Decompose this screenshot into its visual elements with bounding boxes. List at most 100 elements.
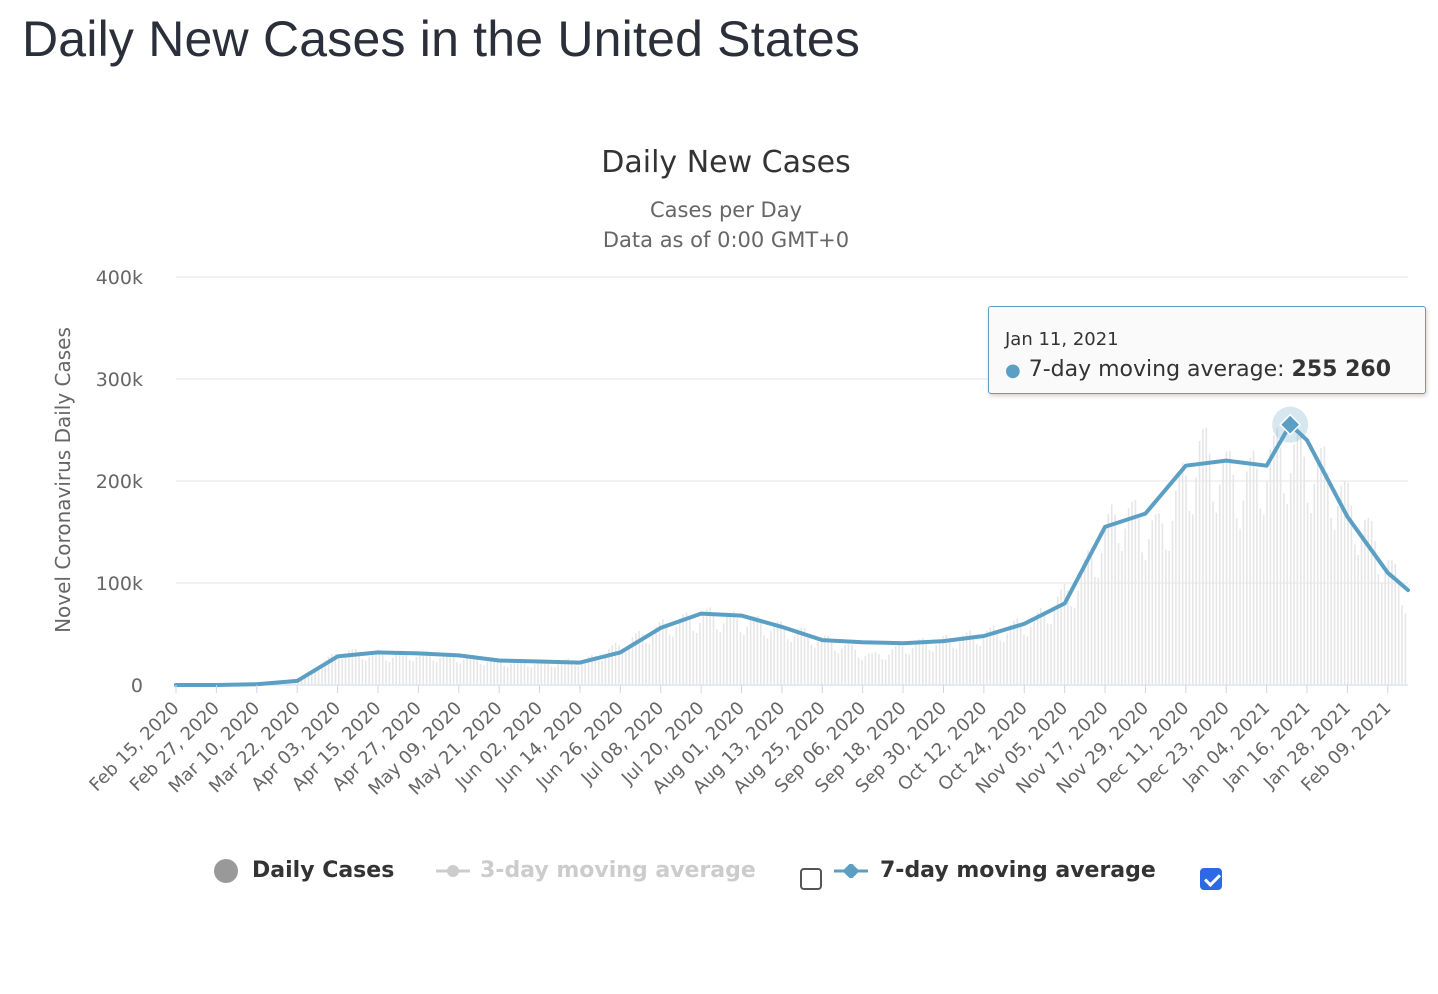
daily-case-bar [307,671,310,685]
daily-case-bar [523,661,526,685]
daily-case-bar [743,634,745,685]
daily-case-bar [716,629,718,685]
daily-case-bar [1164,549,1167,685]
daily-case-bar [533,664,536,685]
daily-case-bar [354,648,357,685]
daily-case-bar [412,661,414,685]
daily-case-bar [1195,477,1197,685]
daily-case-bar [1083,559,1086,685]
daily-case-bar [962,635,965,685]
daily-case-bar [624,652,627,685]
y-tick-label: 400k [96,267,143,289]
daily-case-bar [1168,550,1170,685]
daily-case-bar [810,644,813,685]
daily-case-bar [1002,641,1005,685]
daily-case-bar [874,652,877,685]
daily-case-bar [1350,505,1353,685]
daily-case-bar [1019,623,1022,685]
daily-case-bar [493,658,495,685]
daily-case-bar [783,627,786,685]
tooltip-date: Jan 11, 2021 [1005,329,1119,350]
daily-case-bar [662,619,664,685]
daily-case-bar [422,651,424,685]
daily-case-bar [1360,535,1363,685]
daily-case-bar [1029,626,1032,685]
legend-item-daily-cases[interactable]: Daily Cases [214,858,394,883]
daily-case-bar [1397,580,1400,685]
daily-case-bar [473,655,475,685]
daily-case-bar [1148,539,1150,685]
daily-case-bar [840,648,843,685]
daily-case-bar [1303,456,1305,685]
daily-case-bar [1154,514,1157,685]
daily-case-bar [1171,520,1174,685]
daily-case-bar [719,632,722,685]
daily-case-bar [1131,501,1133,685]
daily-case-bar [628,644,630,685]
daily-case-bar [675,627,678,685]
daily-case-bar [996,630,998,685]
daily-case-bar [547,661,549,685]
daily-case-bar [601,660,603,685]
daily-case-bar [807,633,809,685]
daily-case-bar [358,652,360,685]
daily-case-bar [766,638,769,685]
daily-case-bar [1215,512,1218,685]
daily-case-bar [1090,556,1093,685]
daily-case-bar [435,661,438,685]
daily-case-bar [837,653,840,685]
daily-case-bar [338,658,340,685]
daily-case-bar [1310,513,1312,685]
daily-case-bar [851,644,853,685]
daily-case-bar [1158,513,1160,685]
daily-case-bar [462,659,465,685]
daily-case-bar [361,659,364,685]
daily-case-bar [415,656,418,685]
daily-case-bar [901,646,904,685]
daily-case-bar [641,634,644,685]
y-axis-label: Novel Coronavirus Daily Cases [51,327,75,633]
daily-case-bar [803,627,806,685]
daily-case-bar [614,642,617,685]
tooltip-series-label: 7-day moving average: [1028,357,1292,382]
daily-case-bar [486,661,489,685]
7day-average-checkbox[interactable] [1200,868,1222,890]
daily-case-bar [884,659,887,685]
daily-case-bar [1100,552,1103,685]
daily-case-bar [631,637,634,685]
legend-item-3day-average[interactable]: 3-day moving average [436,858,756,883]
daily-case-bar [722,623,725,685]
daily-case-bar [739,631,742,685]
daily-case-bar [368,656,370,685]
daily-case-bar [678,618,681,685]
legend-item-7day-average[interactable]: 7-day moving average [834,858,1156,883]
daily-case-bar [1252,450,1255,685]
daily-case-bar [392,657,394,685]
daily-case-bar [618,645,620,685]
daily-case-bar [1104,528,1106,685]
daily-case-bar [500,660,502,685]
daily-case-bar [689,618,691,685]
daily-case-bar [969,630,971,685]
daily-case-bar [564,659,566,685]
daily-case-bar [554,667,556,685]
daily-case-bar [871,653,873,685]
daily-case-bar [682,614,684,685]
tooltip-bullet-icon: ● [1005,360,1021,381]
daily-case-bar [776,621,779,685]
daily-case-bar [1097,577,1100,685]
daily-case-bar [574,665,576,685]
daily-case-bar [1320,448,1322,685]
daily-case-bar [813,647,816,685]
page-title: Daily New Cases in the United States [22,11,861,67]
chart-container: Daily New Cases Cases per Day Data as of 0… [0,120,1438,920]
daily-case-bar [1218,484,1221,685]
daily-case-bar [513,660,516,685]
daily-case-bar [608,648,610,685]
daily-case-bar [1232,474,1235,685]
daily-case-bar [830,641,833,685]
3day-average-checkbox[interactable] [800,868,822,890]
daily-case-bar [975,644,978,685]
daily-case-bar [1073,607,1076,685]
daily-case-bar [1181,462,1184,685]
